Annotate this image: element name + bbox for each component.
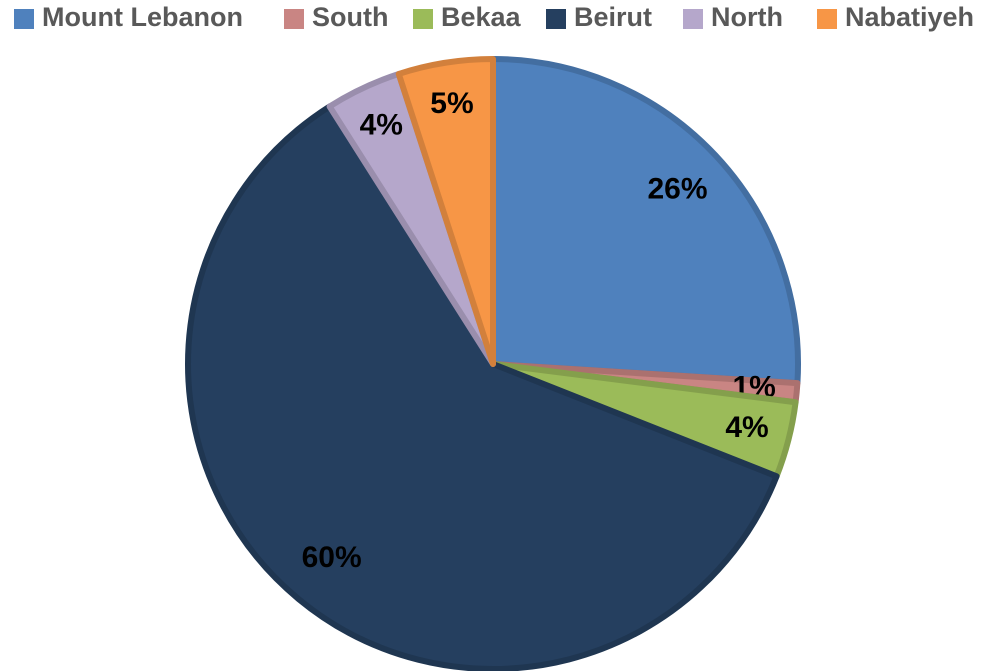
data-label: 4% [360,109,403,142]
legend-label: Beirut [574,2,652,32]
legend-swatch [284,9,304,29]
pie-slice [185,103,780,671]
data-label: 4% [725,411,768,444]
legend-label: Bekaa [441,2,522,32]
pie-slice [395,56,496,367]
legend-swatch [14,9,34,29]
legend-label: South [312,2,388,32]
data-label: 60% [302,541,362,574]
legend-label: Nabatiyeh [845,2,974,32]
pie-slice [490,56,801,387]
legend-swatch [413,9,433,29]
legend-swatch [817,9,837,29]
legend-label: Mount Lebanon [42,2,243,32]
legend-swatch [683,9,703,29]
legend-label: North [711,2,783,32]
data-label: 5% [430,87,473,120]
data-label: 26% [648,173,708,206]
legend-swatch [546,9,566,29]
